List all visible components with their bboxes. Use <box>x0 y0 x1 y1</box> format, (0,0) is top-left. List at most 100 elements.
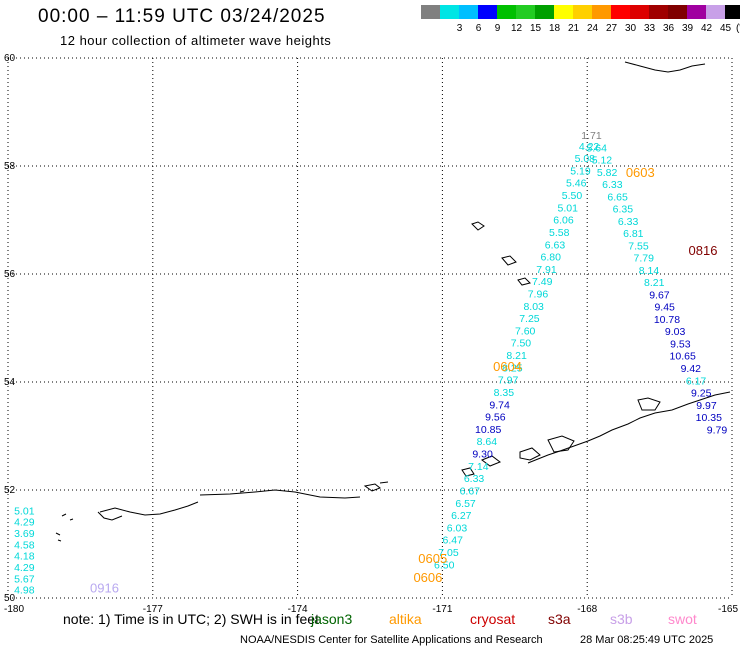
lat-tick-label: 54 <box>4 377 16 388</box>
wave-height-value: 6.33 <box>618 216 639 228</box>
legend-label: 42 <box>700 23 713 34</box>
wave-height-value: 8.21 <box>506 350 527 362</box>
wave-height-value: 8.14 <box>639 265 660 277</box>
small-islets <box>55 490 245 542</box>
wave-height-value: 6.57 <box>455 498 476 510</box>
legend-swatch <box>706 5 725 19</box>
wave-height-value: 6.35 <box>613 204 634 216</box>
lon-tick-label: -165 <box>718 604 738 615</box>
legend-swatch <box>459 5 478 19</box>
wave-height-value: 6.50 <box>434 559 455 571</box>
lat-tick-label: 52 <box>4 485 16 496</box>
wave-height-value: 6.80 <box>540 252 561 264</box>
legend-label: 33 <box>643 23 656 34</box>
wave-height-value: 6.63 <box>545 239 566 251</box>
lon-tick-label: -180 <box>4 604 24 615</box>
pass-time-label: 0604 <box>493 359 522 374</box>
wave-height-value: 8.21 <box>644 277 665 289</box>
wave-height-value: 5.50 <box>562 190 583 202</box>
wave-height-value: 9.74 <box>489 399 510 411</box>
satellite-name: altika <box>389 611 422 627</box>
legend-swatch <box>592 5 611 19</box>
lon-tick-label: -174 <box>288 604 308 615</box>
footer-note: note: 1) Time is in UTC; 2) SWH is in fe… <box>63 611 319 627</box>
legend-label: 30 <box>624 23 637 34</box>
wave-height-value: 1.71 <box>581 130 602 142</box>
legend-swatch <box>516 5 535 19</box>
wave-height-tracks: 5.014.293.694.584.184.295.674.984.225.08… <box>14 130 727 597</box>
unalaska-island <box>547 435 575 453</box>
satellite-name: cryosat <box>470 611 516 627</box>
lon-tick-label: -171 <box>432 604 452 615</box>
wave-height-value: 4.22 <box>579 141 600 153</box>
wave-height-value: 4.18 <box>14 551 35 563</box>
pass-time-label: 0603 <box>626 165 655 180</box>
satellite-name: jason3 <box>311 611 353 627</box>
page-subtitle: 12 hour collection of altimeter wave hei… <box>60 33 332 48</box>
wave-height-value: 8.03 <box>523 301 544 313</box>
wave-height-value: 7.91 <box>536 264 557 276</box>
axis-tick-labels: -180 -177 -174 -171 -168 -165 60 58 56 54 52 50 <box>4 53 738 615</box>
legend-swatch <box>497 5 516 19</box>
map-grid <box>7 57 733 599</box>
satellite-name: swot <box>668 611 697 627</box>
wave-height-value: 6.67 <box>460 485 481 497</box>
wave-height-value: 5.01 <box>558 202 579 214</box>
legend-label: 39 <box>681 23 694 34</box>
pribilof-island-a <box>501 255 517 266</box>
legend-swatch <box>668 5 687 19</box>
wave-height-value: 10.85 <box>475 424 501 436</box>
wave-height-value: 9.97 <box>696 400 717 412</box>
lon-tick-label: -168 <box>577 604 597 615</box>
wave-height-value: 9.67 <box>649 289 670 301</box>
wave-height-value: 9.03 <box>665 326 686 338</box>
satellite-name: s3b <box>610 611 633 627</box>
rat-islands-chain <box>199 489 361 499</box>
legend-label: 6 <box>475 23 482 34</box>
wave-height-value: 9.25 <box>691 388 712 400</box>
wave-height-value: 8.64 <box>477 436 498 448</box>
legend-label: 21 <box>567 23 580 34</box>
wave-height-value: 7.60 <box>515 325 536 337</box>
wave-height-value: 5.01 <box>14 505 35 517</box>
pass-time-labels: 0603 0816 0604 0605 0606 0916 <box>90 165 717 596</box>
pass-time-label: 0916 <box>90 581 119 596</box>
wave-height-value: 10.78 <box>654 314 680 326</box>
wave-height-value: 6.47 <box>443 535 464 547</box>
legend-swatch <box>630 5 649 19</box>
wave-height-value: 5.82 <box>597 167 618 179</box>
lat-tick-label: 58 <box>4 161 16 172</box>
wave-height-value: 10.35 <box>696 412 722 424</box>
wave-height-value: 7.96 <box>528 289 549 301</box>
wave-height-value: 7.14 <box>468 461 489 473</box>
legend-swatch <box>478 5 497 19</box>
wave-height-value: 9.53 <box>670 338 691 350</box>
legend-label: 24 <box>586 23 599 34</box>
wave-height-value: 8.25 <box>502 362 523 374</box>
wave-height-value: 9.30 <box>472 449 493 461</box>
lat-tick-label: 60 <box>4 53 16 64</box>
st-matthew-island <box>471 221 485 231</box>
wave-height-value: 5.19 <box>570 165 591 177</box>
legend-label: 18 <box>548 23 561 34</box>
satellite-name: s3a <box>548 611 571 627</box>
wave-height-value: 9.45 <box>654 302 675 314</box>
legend-swatch <box>421 5 440 19</box>
page-title: 00:00 – 11:59 UTC 03/24/2025 <box>38 6 326 27</box>
wave-height-value: 6.33 <box>602 179 623 191</box>
legend-swatch <box>649 5 668 19</box>
wave-height-value: 5.64 <box>586 142 607 154</box>
wave-height-value: 5.58 <box>549 227 570 239</box>
legend-label: 45 <box>719 23 732 34</box>
coastline <box>55 61 731 542</box>
legend-unit: (ft) <box>736 23 740 34</box>
wave-height-value: 6.17 <box>686 375 707 387</box>
legend-swatch <box>687 5 706 19</box>
pribilof-island-b <box>517 277 531 286</box>
wave-height-value: 8.35 <box>494 387 515 399</box>
legend-label: 36 <box>662 23 675 34</box>
islands-mid <box>461 455 502 477</box>
wave-height-value: 4.58 <box>14 539 35 551</box>
umnak-island <box>519 447 541 461</box>
pass-time-label: 0606 <box>413 570 442 585</box>
